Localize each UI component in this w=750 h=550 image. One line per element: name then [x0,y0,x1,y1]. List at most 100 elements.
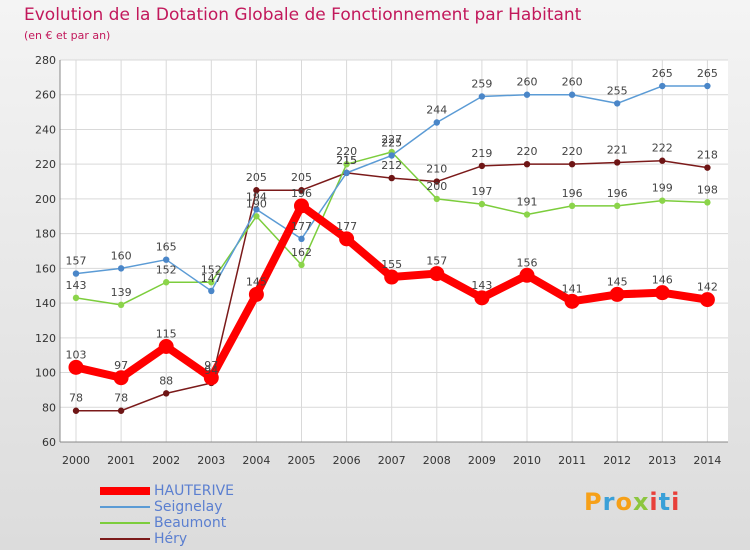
data-label-hauterive: 141 [562,282,583,295]
x-tick-label: 2014 [693,454,721,467]
data-point-beaumont [478,200,486,208]
data-point-beaumont [117,301,125,309]
data-point-hery [298,187,305,194]
y-tick-label: 160 [35,262,56,275]
y-tick-label: 100 [35,367,56,380]
data-point-seignelay [704,82,711,90]
data-point-seignelay [163,256,170,263]
data-label-hauterive: 155 [381,258,402,271]
logo-letter: i [649,488,659,516]
logo-letter: t [658,488,672,516]
data-point-beaumont [659,197,666,204]
y-tick-label: 240 [35,123,56,136]
data-label-beaumont: 197 [471,185,492,198]
data-point-hauterive [203,370,219,386]
data-point-seignelay [208,287,215,295]
data-point-beaumont [72,294,80,302]
data-point-hauterive [248,286,264,302]
data-label-hery: 205 [291,171,312,184]
data-label-hery: 220 [562,145,583,158]
data-label-hauterive: 97 [114,359,128,372]
data-point-seignelay [614,100,621,107]
data-label-hery: 215 [336,154,357,167]
data-point-seignelay [388,152,395,159]
data-point-hauterive [68,359,84,375]
data-point-hauterive [564,293,580,309]
data-label-seignelay: 147 [201,272,222,285]
data-point-hery [659,157,666,164]
data-point-hery [704,164,711,171]
data-point-hauterive [474,290,490,306]
data-label-beaumont: 143 [66,279,87,292]
data-point-beaumont [433,195,440,203]
logo-letter: P [584,488,603,516]
logo-letter: i [671,488,681,516]
data-point-hery [388,174,395,182]
data-point-seignelay [659,82,666,90]
data-label-beaumont: 196 [607,187,628,200]
data-label-hauterive: 146 [652,274,673,287]
data-label-beaumont: 191 [517,196,538,209]
y-tick-label: 60 [42,436,56,449]
data-point-beaumont [208,279,215,286]
data-label-beaumont: 190 [246,197,267,210]
data-label-hery: 210 [426,163,447,176]
data-point-hauterive [158,339,174,354]
plot-area [60,60,728,442]
data-label-hauterive: 143 [471,279,492,292]
data-label-hauterive: 145 [246,275,267,288]
data-label-seignelay: 177 [291,220,312,233]
data-label-seignelay: 255 [607,84,628,97]
legend-label-hauterive: HAUTERIVE [154,483,235,499]
y-tick-label: 260 [35,89,56,102]
x-tick-label: 2006 [333,454,361,467]
legend-label-beaumont: Beaumont [154,515,227,531]
logo-letter: x [632,488,650,516]
data-label-seignelay: 194 [246,190,267,203]
legend-swatch-seignelay [100,506,150,508]
data-point-hery [253,187,260,194]
data-label-hery: 221 [607,143,628,156]
data-point-hery [163,390,170,397]
data-point-beaumont [253,213,260,220]
data-label-seignelay: 260 [517,76,538,89]
data-point-beaumont [614,202,621,210]
chart-title: Evolution de la Dotation Globale de Fonc… [24,5,582,25]
data-label-hery: 222 [652,142,673,155]
data-point-seignelay [253,206,260,213]
data-point-hery [614,159,621,166]
data-label-beaumont: 196 [562,187,583,200]
data-label-hauterive: 196 [291,187,312,200]
data-point-beaumont [568,202,576,210]
x-tick-label: 2003 [197,454,225,467]
data-point-beaumont [343,160,350,168]
legend-label-seignelay: Seignelay [154,499,223,515]
data-label-seignelay: 160 [111,249,132,262]
data-point-hery [478,162,486,170]
data-label-seignelay: 244 [426,104,447,117]
x-tick-label: 2011 [558,454,586,467]
data-point-hauterive [429,266,445,282]
data-label-beaumont: 198 [697,183,718,196]
y-tick-label: 120 [35,332,56,345]
data-label-beaumont: 152 [201,263,222,276]
legend-swatch-beaumont [100,522,150,524]
data-label-hauterive: 157 [426,255,447,268]
data-label-hery: 212 [381,159,402,172]
legend-label-hery: Héry [154,531,188,547]
data-label-hery: 205 [246,171,267,184]
data-label-beaumont: 162 [291,246,312,259]
data-point-seignelay [568,91,576,98]
data-label-hery: 78 [114,392,128,405]
data-label-seignelay: 225 [381,137,402,150]
data-point-hauterive [654,285,670,301]
chart-subtitle: (en € et par an) [24,29,111,42]
x-tick-label: 2002 [152,454,180,467]
data-label-seignelay: 215 [336,154,357,167]
x-tick-label: 2012 [603,454,631,467]
data-point-hery [523,160,531,168]
data-point-beaumont [163,279,170,286]
y-tick-label: 80 [42,401,56,414]
data-label-beaumont: 139 [111,286,132,299]
data-point-hauterive [294,198,309,214]
